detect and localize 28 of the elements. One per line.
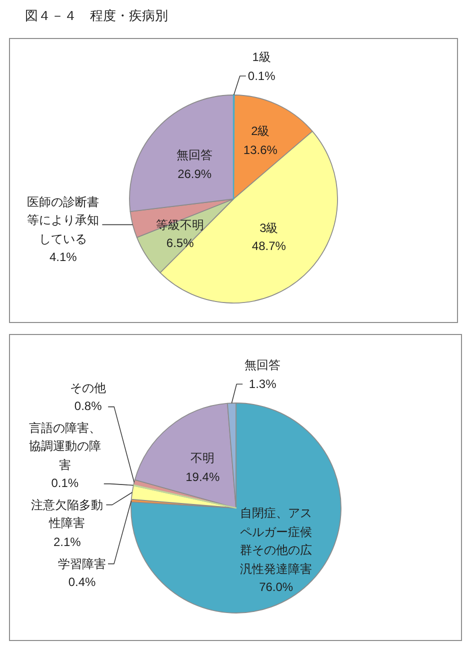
data-label: 76.0% — [258, 579, 294, 596]
data-label: 1.3% — [248, 376, 278, 393]
slice-label: 注意欠陥多動性障害 — [30, 496, 104, 532]
slice-label: 無回答 — [176, 147, 213, 164]
slice-label: その他 — [70, 380, 106, 397]
slice-label: 1級 — [251, 49, 272, 66]
data-label: 4.1% — [48, 249, 78, 266]
slice-label: 自閉症、アスペルガー症候群その他の広汎性発達障害 — [239, 505, 314, 578]
slice-label: 2級 — [250, 123, 271, 140]
data-label: 13.6% — [243, 142, 278, 159]
slice-label: 3級 — [258, 220, 280, 237]
data-label: 0.1% — [50, 475, 80, 492]
data-label: 0.8% — [73, 398, 103, 416]
slice-label: 等級不明 — [156, 216, 204, 234]
slice-label: 不明 — [190, 450, 216, 467]
slice-label: 無回答 — [244, 357, 281, 374]
data-label: 0.1% — [248, 68, 276, 84]
data-label: 26.9% — [176, 166, 213, 182]
chart-title: 図４－４ 程度・疾病別 — [25, 7, 168, 25]
slice-label: 学習障害 — [58, 556, 106, 573]
slice-label: 言語の障害、協調運動の障害 — [28, 420, 102, 474]
data-label: 6.5% — [165, 235, 195, 252]
data-label: 19.4% — [186, 468, 220, 486]
data-label: 48.7% — [252, 238, 286, 256]
data-label: 2.1% — [52, 534, 82, 551]
slice-label: 医師の診断書等により承知している — [26, 194, 100, 248]
data-label: 0.4% — [67, 574, 97, 592]
pie-slice — [130, 402, 342, 614]
